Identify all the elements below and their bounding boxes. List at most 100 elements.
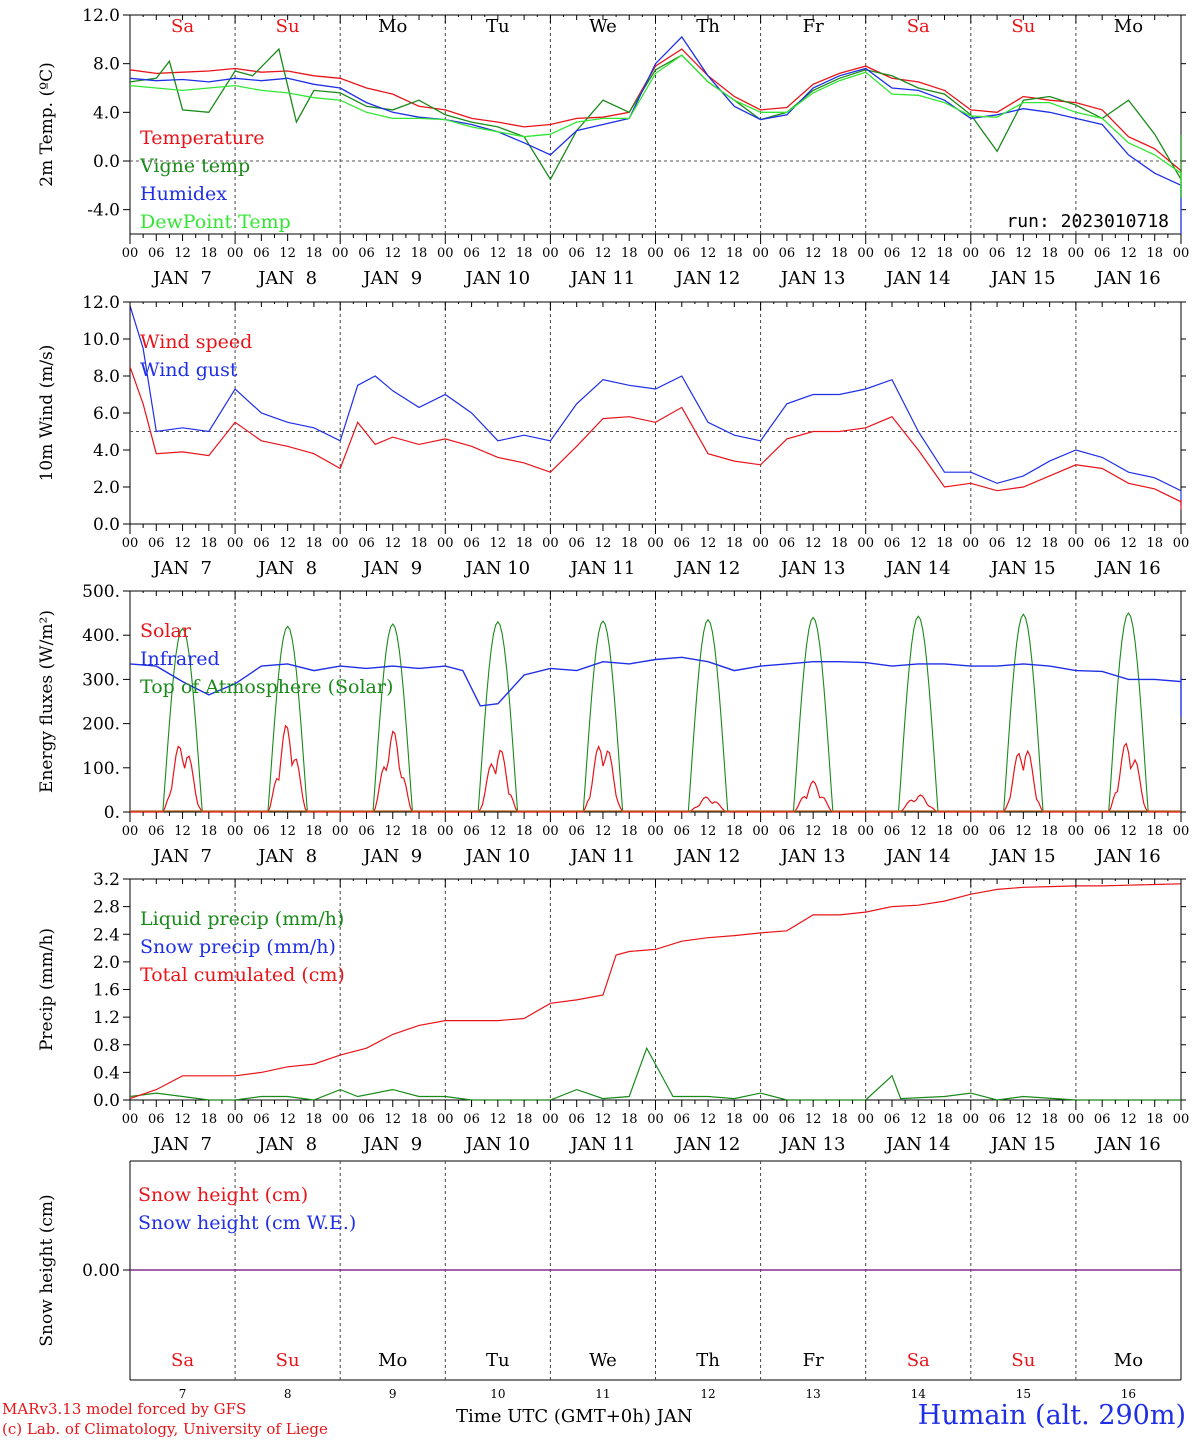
hour-label: 12 [384,1112,401,1127]
hour-label: 00 [1068,536,1085,551]
weekday-label: Tu [486,1350,510,1371]
weekday-label: Mo [1114,16,1143,37]
date-label: JAN 8 [256,558,317,579]
hour-label: 18 [621,824,638,839]
series-wind-gust [129,305,1182,506]
hour-label: 12 [805,824,822,839]
hour-label: 06 [253,246,270,261]
hour-label: 18 [1146,536,1163,551]
panel-wind: 12.0 10.0 8.0 6.0 4.0 2.0 0.0 10m Wind (m/s) Win… [37,293,1189,579]
date-label: JAN 13 [779,268,846,289]
legend-entry: Total cumulated (cm) [140,964,345,986]
hour-label: 00 [542,1112,559,1127]
y-tick-label: 6.0 [93,404,120,424]
date-label: JAN 7 [151,268,212,289]
date-label: JAN 10 [464,846,531,867]
hour-label: 00 [1173,1112,1190,1127]
y-tick-label: 8.0 [93,55,120,75]
hour-label: 06 [568,536,585,551]
legend-entry: Top of Atmosphere (Solar) [140,676,393,698]
legend-entry: Snow height (cm) [138,1184,308,1206]
hour-label: 00 [227,246,244,261]
hour-label: 12 [1120,1112,1137,1127]
hour-label: 18 [306,824,323,839]
date-label: JAN 11 [569,1134,636,1155]
hour-label: 18 [726,824,743,839]
y-tick-label: 10.0 [82,330,120,350]
hour-label: 18 [201,1112,218,1127]
date-label: JAN 11 [569,846,636,867]
date-label: JAN 10 [464,558,531,579]
hour-label: 12 [384,246,401,261]
weekday-label: Sa [907,16,930,37]
hour-label: 06 [884,1112,901,1127]
y-tick-label: 8.0 [93,367,120,387]
hour-label: 18 [411,246,428,261]
hour-label: 18 [936,536,953,551]
hour-label: 12 [279,1112,296,1127]
hour-label: 12 [910,536,927,551]
weekday-label: Mo [378,1350,407,1371]
series-humidex [129,35,1182,234]
legend-entry: Liquid precip (mm/h) [140,908,344,930]
hour-label: 18 [516,824,533,839]
series-solar [130,724,1181,813]
hour-label: 12 [805,1112,822,1127]
day-number-label: 12 [700,1387,715,1400]
y-tick-label: 0.0 [93,1091,120,1111]
hour-label: 00 [1173,824,1190,839]
hour-label: 06 [148,536,165,551]
hour-label: 18 [1041,824,1058,839]
date-label: JAN 11 [569,558,636,579]
hour-label: 18 [1146,1112,1163,1127]
hour-label: 00 [122,824,139,839]
hour-label: 18 [411,1112,428,1127]
hour-label: 12 [805,536,822,551]
date-label: JAN 12 [674,558,741,579]
hour-label: 06 [884,536,901,551]
hour-label: 18 [201,536,218,551]
y-tick-label: 0. [104,803,120,823]
date-label: JAN 16 [1094,558,1161,579]
hour-label: 06 [463,824,480,839]
weekday-label: Sa [907,1350,930,1371]
weekday-label: Mo [1114,1350,1143,1371]
day-number-label: 9 [389,1387,397,1400]
date-label: JAN 14 [884,846,951,867]
hour-label: 18 [411,824,428,839]
hour-label: 18 [411,536,428,551]
y-tick-label: 1.6 [93,981,120,1001]
date-label: JAN 10 [464,268,531,289]
hour-label: 12 [1015,536,1032,551]
y-tick-label: 2.0 [93,478,120,498]
date-label: JAN 7 [151,558,212,579]
legend-entry: DewPoint Temp [140,211,291,233]
hour-label: 12 [700,1112,717,1127]
date-label: JAN 9 [361,558,422,579]
hour-label: 00 [227,536,244,551]
hour-label: 18 [621,246,638,261]
hour-label: 06 [779,1112,796,1127]
legend-entry: Temperature [140,127,264,149]
day-number-label: 13 [806,1387,821,1400]
hour-label: 06 [463,536,480,551]
date-label: JAN 12 [674,846,741,867]
y-tick-label: 200. [82,715,120,735]
hour-label: 06 [779,246,796,261]
date-label: JAN 14 [884,1134,951,1155]
legend-entry: Wind gust [140,359,238,381]
weekday-label: Sa [171,1350,194,1371]
hour-label: 18 [201,824,218,839]
legend-entry: Vigne temp [139,155,250,177]
hour-label: 06 [148,246,165,261]
hour-label: 18 [1041,1112,1058,1127]
y-tick-label: 300. [82,670,120,690]
hour-label: 06 [568,1112,585,1127]
hour-label: 12 [279,246,296,261]
y-tick-label: 12.0 [82,293,120,313]
hour-label: 00 [752,824,769,839]
weekday-label: Fr [803,16,824,37]
hour-label: 06 [884,246,901,261]
y-tick-label: 2.0 [93,953,120,973]
